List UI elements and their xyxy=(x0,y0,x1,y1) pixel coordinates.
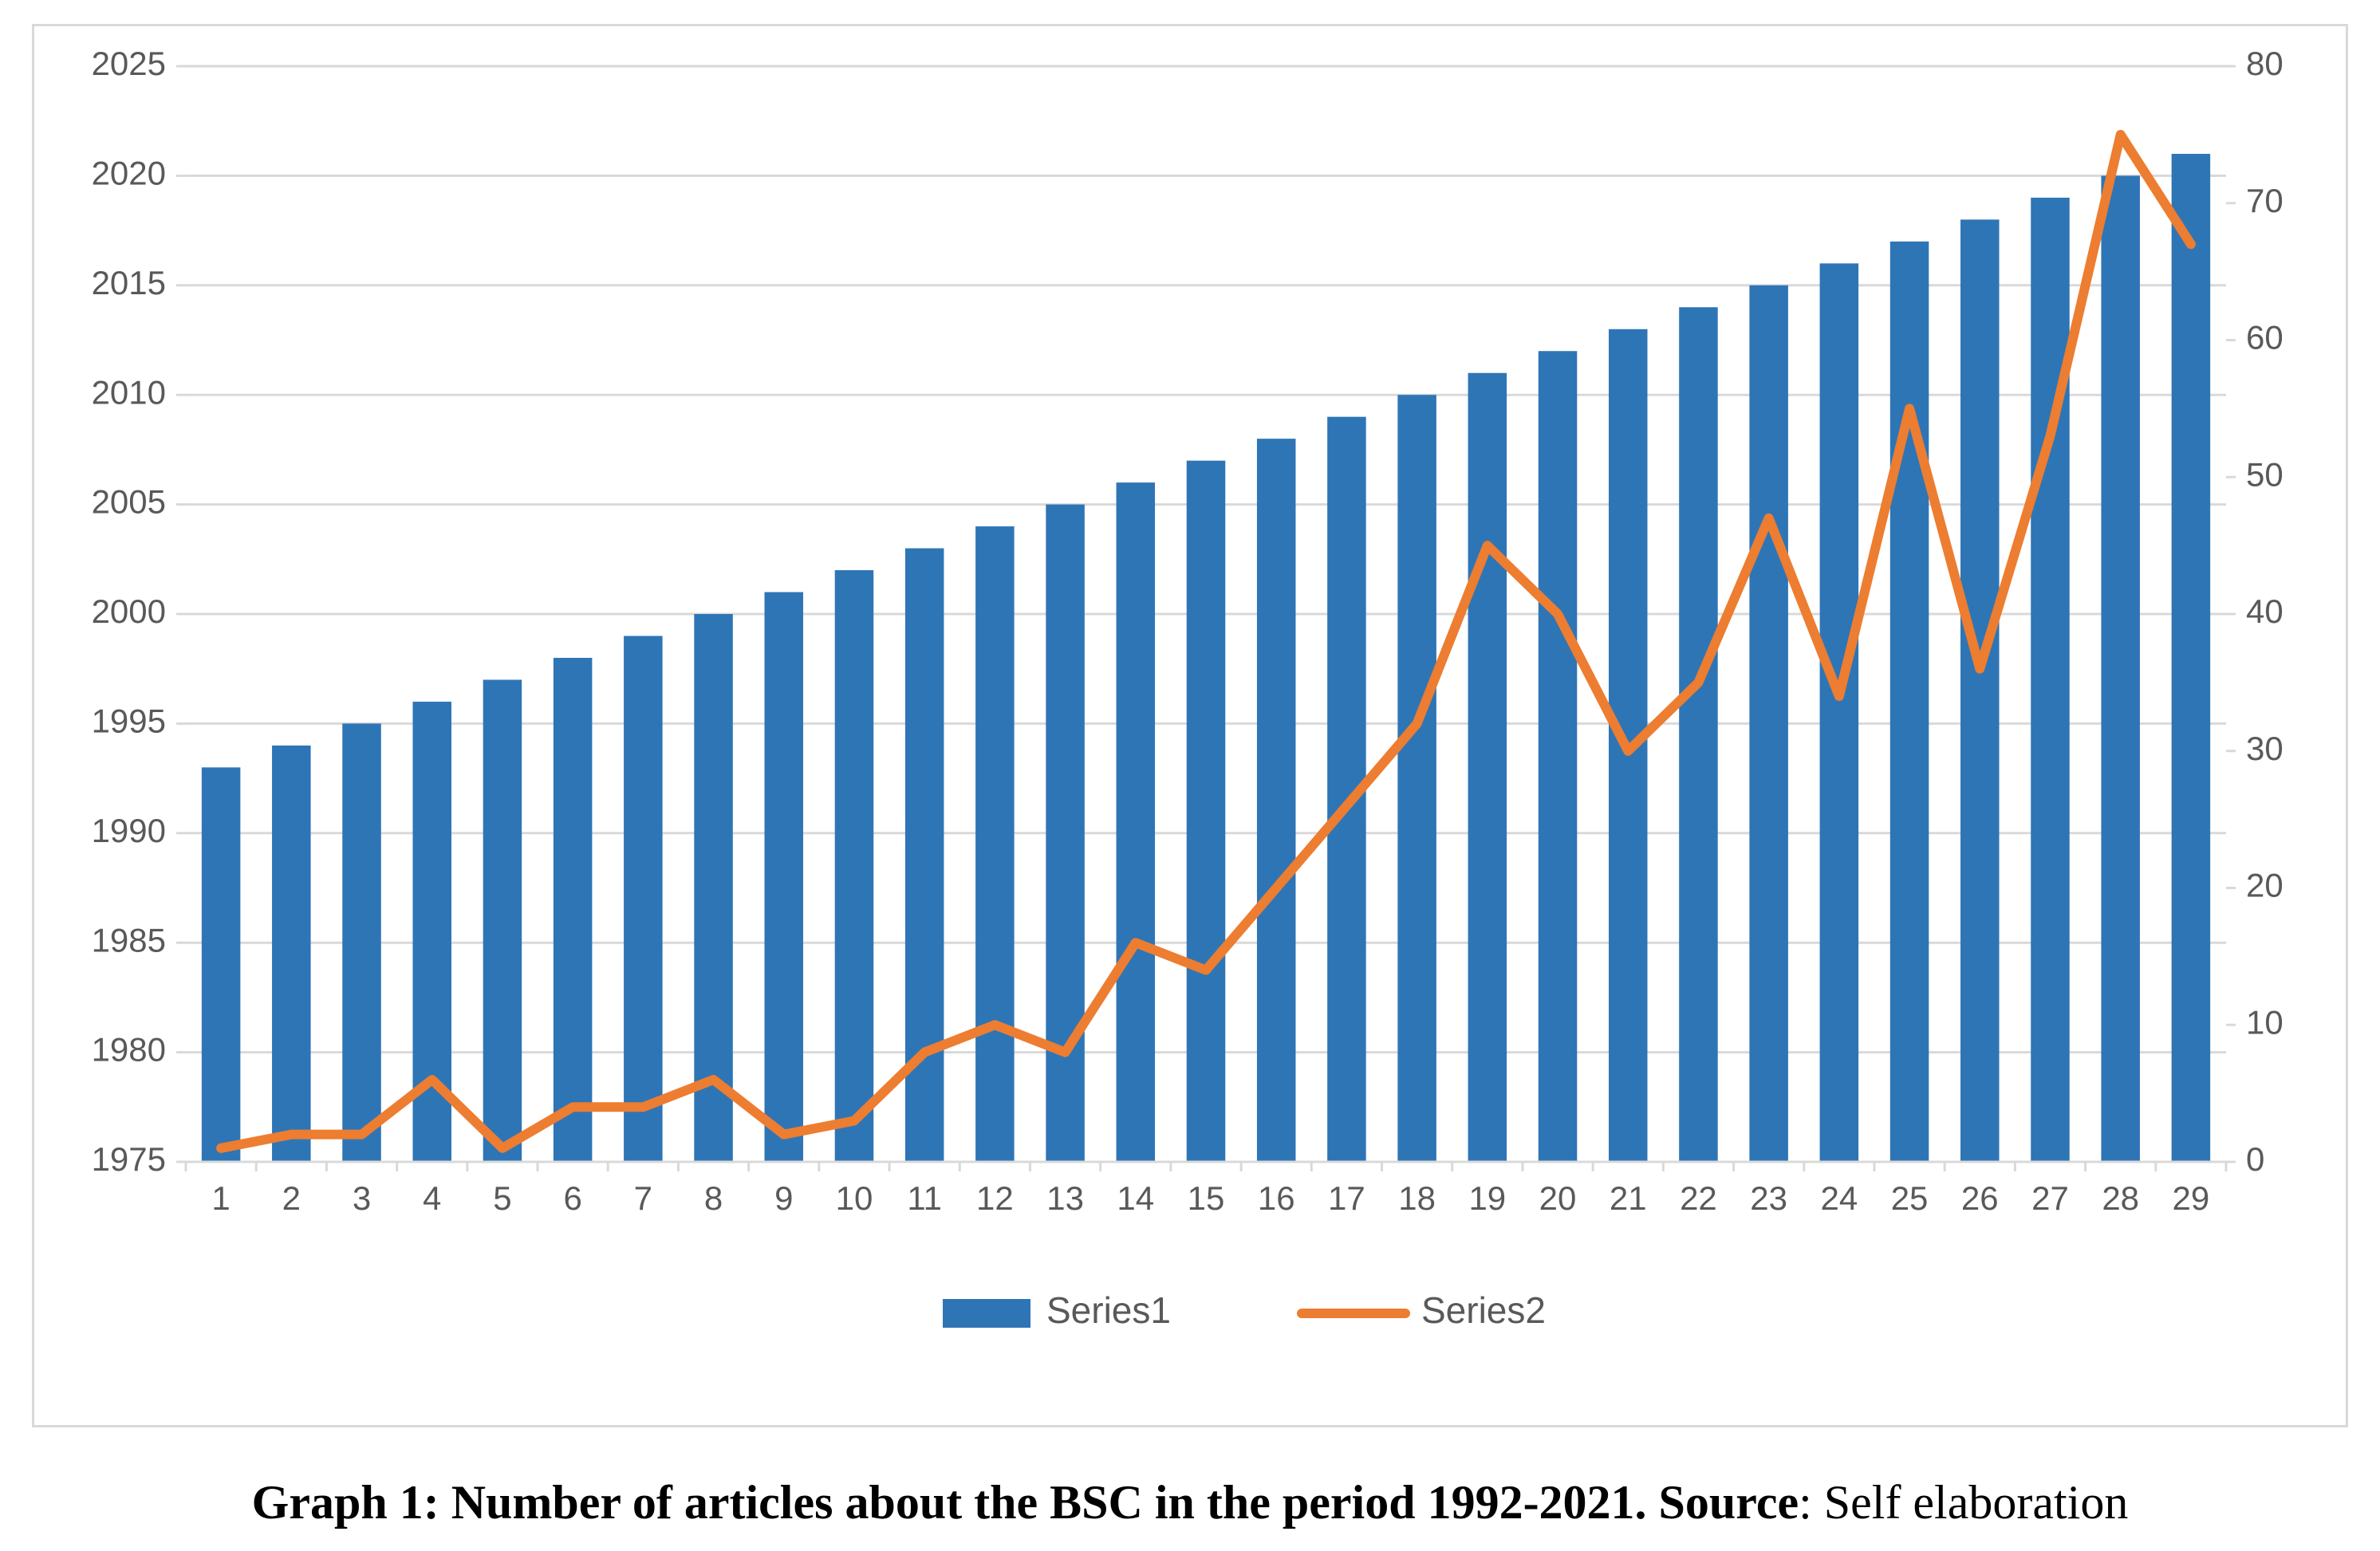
bar xyxy=(202,767,241,1162)
y-left-tick-label: 2000 xyxy=(92,592,166,630)
x-tick-label: 23 xyxy=(1750,1179,1787,1217)
caption-bold: Graph 1: Number of articles about the BS… xyxy=(252,1476,1799,1529)
figure-caption: Graph 1: Number of articles about the BS… xyxy=(32,1475,2348,1530)
x-tick-label: 21 xyxy=(1610,1179,1647,1217)
bar xyxy=(835,570,874,1162)
y-right-tick-label: 20 xyxy=(2246,867,2283,904)
x-tick-label: 6 xyxy=(563,1179,581,1217)
caption-rest: : Self elaboration xyxy=(1799,1476,2128,1529)
bar xyxy=(1539,351,1578,1162)
x-tick-label: 11 xyxy=(907,1179,942,1217)
x-tick-label: 24 xyxy=(1821,1179,1858,1217)
x-tick-label: 26 xyxy=(1961,1179,1999,1217)
y-left-tick-label: 2005 xyxy=(92,483,166,521)
bar xyxy=(1117,482,1156,1162)
page-root: 1975198019851990199520002005201020152020… xyxy=(0,0,2380,1551)
y-left-tick-label: 1990 xyxy=(92,812,166,849)
x-tick-label: 4 xyxy=(423,1179,441,1217)
chart-container: 1975198019851990199520002005201020152020… xyxy=(32,24,2348,1427)
x-tick-label: 18 xyxy=(1398,1179,1436,1217)
y-left-tick-label: 1975 xyxy=(92,1140,166,1178)
chart-svg: 1975198019851990199520002005201020152020… xyxy=(34,26,2346,1425)
bar xyxy=(554,658,593,1162)
y-right-tick-label: 80 xyxy=(2246,45,2283,82)
x-tick-label: 22 xyxy=(1680,1179,1717,1217)
x-tick-label: 5 xyxy=(493,1179,511,1217)
x-tick-label: 25 xyxy=(1891,1179,1929,1217)
bar xyxy=(1397,395,1436,1162)
y-right-tick-label: 50 xyxy=(2246,455,2283,493)
x-tick-label: 15 xyxy=(1188,1179,1225,1217)
bar xyxy=(1187,461,1226,1162)
x-tick-label: 13 xyxy=(1046,1179,1084,1217)
x-tick-label: 7 xyxy=(634,1179,652,1217)
bar xyxy=(2172,154,2211,1162)
x-tick-label: 14 xyxy=(1117,1179,1154,1217)
x-tick-label: 17 xyxy=(1328,1179,1365,1217)
bar xyxy=(1890,242,1929,1162)
bar xyxy=(1960,219,2000,1162)
bar xyxy=(975,526,1015,1162)
y-right-tick-label: 60 xyxy=(2246,319,2283,356)
bar xyxy=(765,592,804,1162)
legend-swatch-series1 xyxy=(943,1299,1030,1328)
bar xyxy=(483,679,522,1162)
bar xyxy=(624,636,663,1162)
x-tick-label: 28 xyxy=(2102,1179,2139,1217)
y-right-tick-label: 30 xyxy=(2246,730,2283,767)
legend-label-series1: Series1 xyxy=(1046,1289,1171,1331)
x-tick-label: 1 xyxy=(211,1179,230,1217)
bar xyxy=(342,723,381,1162)
y-right-tick-label: 10 xyxy=(2246,1003,2283,1041)
bar xyxy=(1468,373,1507,1162)
y-right-tick-label: 0 xyxy=(2246,1140,2264,1178)
x-tick-label: 20 xyxy=(1539,1179,1577,1217)
legend-label-series2: Series2 xyxy=(1421,1289,1546,1331)
x-tick-label: 12 xyxy=(976,1179,1014,1217)
y-right-tick-label: 40 xyxy=(2246,592,2283,630)
x-tick-label: 29 xyxy=(2173,1179,2210,1217)
legend: Series1 Series2 xyxy=(943,1289,1546,1331)
x-tick-label: 10 xyxy=(836,1179,873,1217)
x-tick-label: 19 xyxy=(1468,1179,1506,1217)
x-tick-label: 3 xyxy=(353,1179,371,1217)
y-left-tick-label: 2010 xyxy=(92,373,166,411)
bar xyxy=(1679,307,1718,1162)
y-left-tick-label: 1995 xyxy=(92,702,166,739)
y-left-tick-label: 1980 xyxy=(92,1031,166,1069)
y-right-tick-label: 70 xyxy=(2246,182,2283,219)
bar xyxy=(1820,263,1859,1162)
y-left-tick-label: 2020 xyxy=(92,154,166,191)
bar xyxy=(2101,175,2140,1162)
y-left-tick-label: 2015 xyxy=(92,264,166,301)
bar xyxy=(1749,285,1788,1162)
bar xyxy=(272,746,311,1162)
x-tick-label: 9 xyxy=(774,1179,793,1217)
bar xyxy=(1046,505,1085,1162)
x-tick-label: 2 xyxy=(282,1179,301,1217)
bar xyxy=(2031,198,2070,1162)
y-left-tick-label: 1985 xyxy=(92,921,166,959)
x-tick-label: 27 xyxy=(2031,1179,2069,1217)
bar xyxy=(1257,439,1296,1162)
x-tick-label: 8 xyxy=(704,1179,723,1217)
x-tick-label: 16 xyxy=(1258,1179,1295,1217)
y-left-tick-label: 2025 xyxy=(92,45,166,82)
